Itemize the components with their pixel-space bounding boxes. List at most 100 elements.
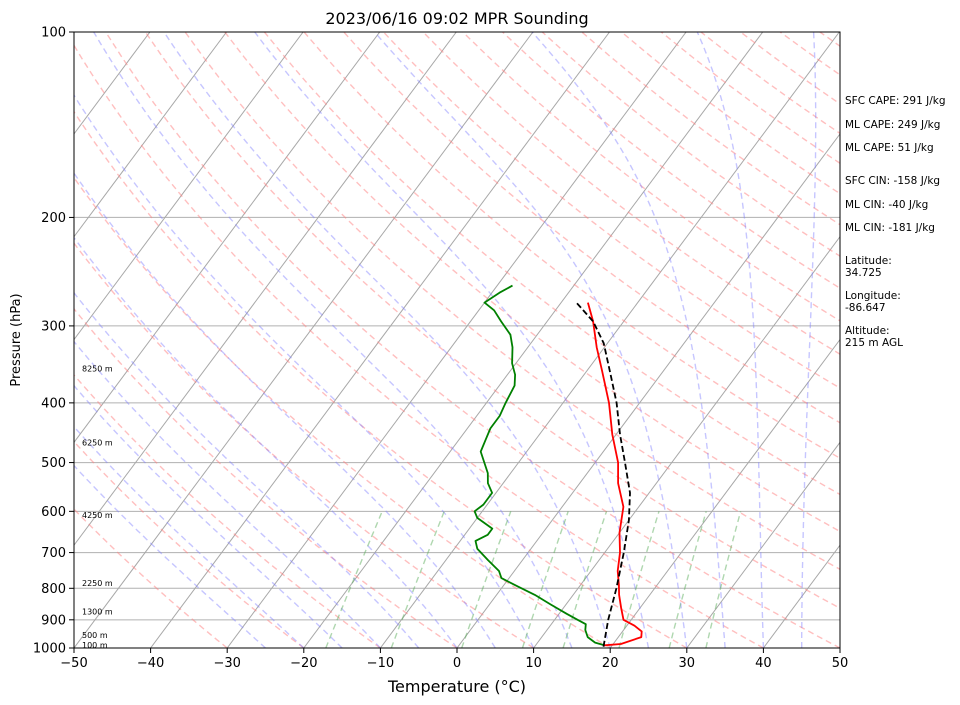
moist-adiabat: [696, 32, 765, 648]
parcel-path: [575, 302, 631, 647]
stat-sfc-cin: SFC CIN: -158 J/kg: [845, 175, 940, 187]
x-tick-label: 50: [832, 656, 849, 671]
dry-adiabat: [184, 32, 840, 571]
moist-adiabat: [254, 32, 650, 648]
isotherm-line: [226, 32, 687, 648]
dry-adiabat: [224, 32, 840, 533]
height-label: 500 m: [82, 631, 108, 640]
mixing-ratio-line: [705, 511, 742, 648]
stat-ml-cape-1: ML CAPE: 249 J/kg: [845, 119, 940, 131]
y-tick-label: 300: [41, 319, 66, 334]
height-label: 100 m: [82, 641, 108, 650]
x-tick-label: 0: [453, 656, 461, 671]
dry-adiabat: [74, 43, 764, 648]
y-tick-label: 800: [41, 582, 66, 597]
isotherm-line: [303, 32, 764, 648]
stat-ml-cin-2: ML CIN: -181 J/kg: [845, 222, 935, 234]
moist-adiabat: [801, 32, 817, 648]
mixing-ratio-line: [521, 511, 569, 648]
x-axis: −50 −40 −30 −20 −10 0 10 20 30 40 50: [60, 648, 848, 671]
x-tick-label: −10: [367, 656, 394, 671]
y-tick-label: 1000: [33, 642, 66, 657]
y-axis-label: Pressure (hPa): [9, 293, 24, 386]
dry-adiabat: [74, 307, 458, 648]
background-lines: [74, 32, 840, 648]
dry-adiabat: [422, 32, 840, 355]
dry-adiabat: [74, 373, 381, 648]
x-axis-label: Temperature (°C): [387, 677, 526, 696]
chart-title: 2023/06/16 09:02 MPR Sounding: [325, 9, 588, 28]
dry-adiabat: [74, 440, 305, 648]
moist-adiabat: [74, 340, 381, 648]
mixing-ratio-line: [618, 511, 660, 648]
isotherm-line: [686, 441, 840, 648]
x-tick-label: 20: [602, 656, 619, 671]
moist-adiabat: [74, 464, 266, 648]
dry-adiabat: [382, 32, 840, 389]
x-tick-label: −20: [290, 656, 317, 671]
height-label: 8250 m: [82, 365, 113, 374]
y-tick-label: 100: [41, 26, 66, 41]
isotherm-line: [456, 133, 840, 648]
series-layer: [473, 284, 643, 647]
altitude-value: 215 m AGL: [845, 337, 903, 349]
moist-adiabat: [163, 32, 611, 648]
moist-adiabat: [74, 384, 343, 648]
isotherm-line: [150, 32, 610, 648]
temperature-profile: [587, 302, 643, 647]
y-tick-label: 400: [41, 396, 66, 411]
stat-ml-cin-1: ML CIN: -40 J/kg: [845, 199, 928, 211]
x-tick-label: 30: [679, 656, 696, 671]
mixing-ratio-line: [562, 511, 608, 648]
moist-adiabat: [74, 236, 458, 648]
height-label: 4250 m: [82, 511, 113, 520]
mixing-ratio-line: [390, 511, 445, 648]
moist-adiabat: [74, 172, 496, 648]
isotherm-line: [379, 32, 840, 648]
isotherm-line: [74, 32, 227, 238]
dewpoint-profile: [473, 284, 605, 647]
dry-adiabat: [105, 32, 840, 648]
x-tick-label: −30: [213, 656, 240, 671]
dry-adiabat: [74, 242, 534, 648]
longitude-label: Longitude:: [845, 290, 901, 302]
y-tick-label: 200: [41, 211, 66, 226]
height-label: 2250 m: [82, 579, 113, 588]
height-label: 1300 m: [82, 608, 113, 617]
location-panel: Latitude: 34.725 Longitude: -86.647 Alti…: [845, 255, 903, 349]
dry-adiabat: [144, 32, 840, 610]
latitude-value: 34.725: [845, 267, 882, 279]
longitude-value: -86.647: [845, 302, 886, 314]
x-tick-label: −40: [137, 656, 164, 671]
mixing-ratio-line: [325, 511, 383, 648]
moist-adiabat: [74, 93, 535, 648]
altitude-label: Altitude:: [845, 325, 890, 337]
y-tick-label: 700: [41, 546, 66, 561]
isotherm-line: [74, 32, 457, 547]
isotherm-line: [74, 32, 534, 648]
stats-panel: SFC CAPE: 291 J/kg ML CAPE: 249 J/kg ML …: [845, 95, 946, 234]
isotherm-line: [533, 235, 840, 648]
moist-adiabat: [93, 32, 573, 648]
isotherm-line: [74, 32, 381, 444]
mixing-ratio-line: [461, 511, 512, 648]
moist-adiabat: [74, 425, 305, 648]
moist-adiabat: [531, 32, 726, 648]
stat-ml-cape-2: ML CAPE: 51 J/kg: [845, 142, 934, 154]
y-tick-label: 500: [41, 456, 66, 471]
height-label: 6250 m: [82, 439, 113, 448]
isotherm-line: [74, 32, 304, 341]
y-axis: 100 200 300 400 500 600 700 800 900 1000: [33, 26, 74, 657]
x-tick-label: 10: [525, 656, 542, 671]
dry-adiabat: [74, 110, 688, 648]
y-tick-label: 600: [41, 505, 66, 520]
x-tick-label: −50: [60, 656, 87, 671]
dry-adiabat: [263, 32, 840, 496]
mixing-ratio-line: [668, 511, 707, 648]
x-tick-label: 40: [755, 656, 772, 671]
dry-adiabat: [74, 176, 611, 648]
latitude-label: Latitude:: [845, 255, 892, 267]
y-tick-label: 900: [41, 613, 66, 628]
